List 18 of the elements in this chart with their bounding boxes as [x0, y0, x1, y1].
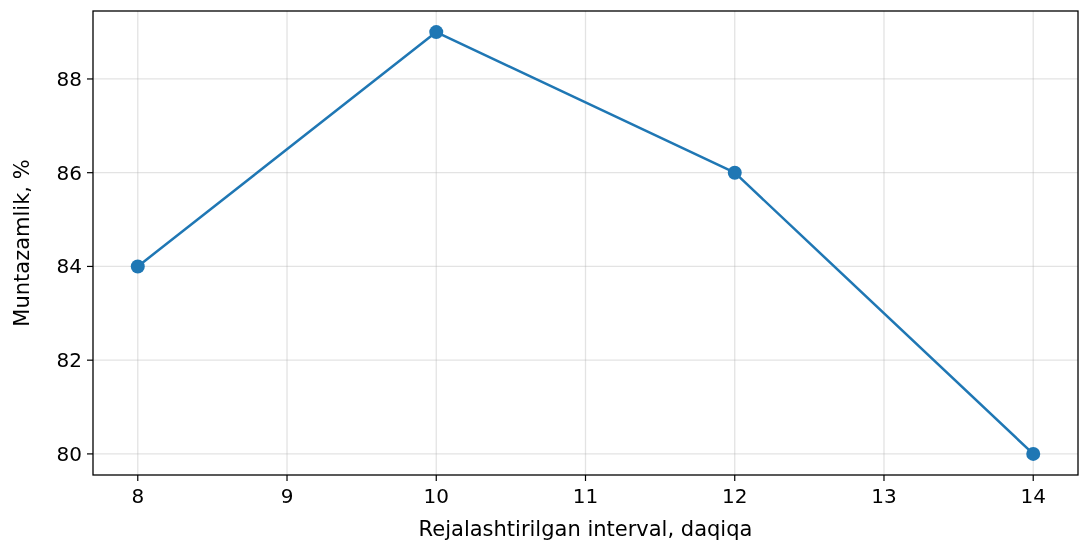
- x-tick-label: 8: [131, 484, 145, 508]
- point: [1026, 446, 1041, 461]
- y-tick-label: 88: [56, 66, 82, 91]
- x-tick-label: 12: [722, 484, 748, 508]
- y-tick-label: 80: [56, 441, 82, 466]
- x-tick-label: 13: [871, 484, 897, 508]
- x-tick-label: 14: [1020, 484, 1046, 508]
- y-tick-label: 82: [56, 348, 82, 373]
- point: [727, 165, 742, 180]
- x-tick-label: 10: [423, 484, 449, 508]
- y-tick-label: 86: [56, 160, 82, 185]
- x-tick-label: 11: [572, 484, 599, 508]
- point: [130, 259, 145, 274]
- point: [429, 25, 444, 40]
- y-axis-title: Muntazamlik, %: [10, 159, 34, 327]
- x-tick-label: 9: [280, 484, 294, 508]
- x-axis-title: Rejalashtirilgan interval, daqiqa: [418, 517, 753, 541]
- y-tick-label: 84: [56, 254, 82, 279]
